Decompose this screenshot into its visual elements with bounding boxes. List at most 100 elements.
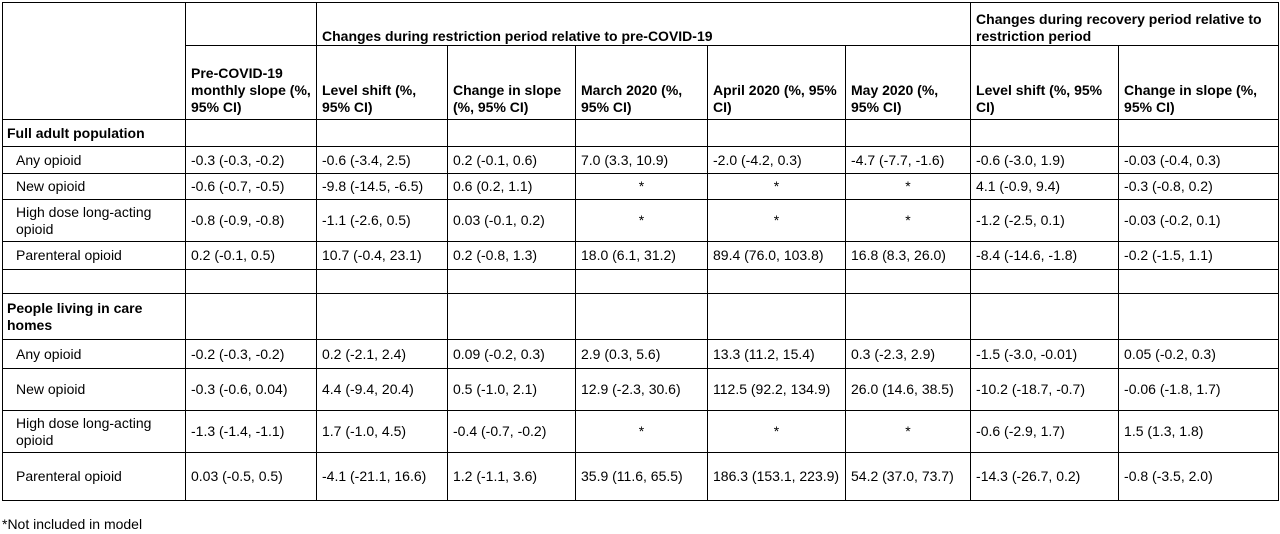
- table-cell: -8.4 (-14.6, -1.8): [970, 241, 1120, 270]
- table-row: High dose long-acting opioid -0.8 (-0.9, …: [2, 199, 1280, 242]
- table-cell: 1.5 (1.3, 1.8): [1118, 410, 1280, 453]
- section-row: People living in care homes: [2, 293, 1280, 340]
- results-table: Changes during restriction period relati…: [2, 2, 1280, 501]
- col-header: Level shift (%, 95% CI): [970, 45, 1120, 120]
- table-cell: -14.3 (-26.7, 0.2): [970, 452, 1120, 501]
- table-cell: 1.2 (-1.1, 3.6): [447, 452, 576, 501]
- col-header: Pre-COVID-19 monthly slope (%, 95% CI): [185, 45, 317, 120]
- table-cell: -0.6 (-2.9, 1.7): [970, 410, 1120, 453]
- table-cell: 0.09 (-0.2, 0.3): [447, 339, 576, 369]
- section-row: Full adult population: [2, 119, 1280, 147]
- section-title: Full adult population: [2, 119, 186, 147]
- section-title: People living in care homes: [2, 293, 186, 340]
- table-cell: 0.2 (-2.1, 2.4): [316, 339, 448, 369]
- table-cell: -0.6 (-3.4, 2.5): [316, 146, 448, 174]
- table-cell: *: [707, 199, 846, 242]
- table-cell: -4.7 (-7.7, -1.6): [844, 146, 972, 174]
- table-cell: -0.4 (-0.7, -0.2): [447, 410, 576, 453]
- table-cell: 7.0 (3.3, 10.9): [575, 146, 708, 174]
- table-cell: *: [844, 410, 972, 453]
- table-cell: -0.8 (-0.9, -0.8): [185, 199, 317, 242]
- table-cell: -1.1 (-2.6, 0.5): [316, 199, 448, 242]
- col-header: April 2020 (%, 95% CI): [707, 45, 846, 120]
- table-cell: *: [575, 199, 708, 242]
- row-label: Any opioid: [2, 339, 186, 369]
- header-group-restriction: Changes during restriction period relati…: [315, 2, 972, 46]
- footnote: *Not included in model: [2, 516, 143, 532]
- table-row: New opioid -0.6 (-0.7, -0.5) -9.8 (-14.5, …: [2, 173, 1280, 200]
- table-cell: 18.0 (6.1, 31.2): [575, 241, 708, 270]
- table-cell: -1.5 (-3.0, -0.01): [970, 339, 1120, 369]
- table-cell: 16.8 (8.3, 26.0): [844, 241, 972, 270]
- table-cell: *: [707, 173, 846, 200]
- table-row: High dose long-acting opioid -1.3 (-1.4, …: [2, 410, 1280, 453]
- table-cell: -0.2 (-0.3, -0.2): [185, 339, 317, 369]
- table-cell: 12.9 (-2.3, 30.6): [575, 368, 708, 411]
- table-row: Parenteral opioid 0.03 (-0.5, 0.5) -4.1 (-…: [2, 452, 1280, 501]
- table-cell: 0.2 (-0.1, 0.5): [185, 241, 317, 270]
- table-cell: 1.7 (-1.0, 4.5): [316, 410, 448, 453]
- table-cell: 4.4 (-9.4, 20.4): [316, 368, 448, 411]
- table-cell: -0.6 (-3.0, 1.9): [970, 146, 1120, 174]
- table-row: New opioid -0.3 (-0.6, 0.04) 4.4 (-9.4, 20…: [2, 368, 1280, 411]
- table-cell: 2.9 (0.3, 5.6): [575, 339, 708, 369]
- table-cell: -0.03 (-0.4, 0.3): [1118, 146, 1280, 174]
- table-cell: *: [575, 173, 708, 200]
- row-label: High dose long-acting opioid: [2, 199, 186, 242]
- col-header: Change in slope (%, 95% CI): [447, 45, 576, 120]
- table-cell: 0.03 (-0.5, 0.5): [185, 452, 317, 501]
- table-cell: -1.2 (-2.5, 0.1): [970, 199, 1120, 242]
- row-label: High dose long-acting opioid: [2, 410, 186, 453]
- table-cell: 13.3 (11.2, 15.4): [707, 339, 846, 369]
- header-row-group: Changes during restriction period relati…: [2, 2, 1280, 120]
- table-row: Parenteral opioid 0.2 (-0.1, 0.5) 10.7 (-0…: [2, 241, 1280, 270]
- table-cell: 4.1 (-0.9, 9.4): [970, 173, 1120, 200]
- table-cell: 112.5 (92.2, 134.9): [707, 368, 846, 411]
- header-blank: [2, 2, 186, 120]
- row-label: Any opioid: [2, 146, 186, 174]
- table-cell: 186.3 (153.1, 223.9): [707, 452, 846, 501]
- table-cell: -0.06 (-1.8, 1.7): [1118, 368, 1280, 411]
- spacer-row: [2, 269, 1280, 294]
- header-group-recovery: Changes during recovery period relative …: [970, 2, 1280, 46]
- table-cell: 0.5 (-1.0, 2.1): [447, 368, 576, 411]
- table-cell: -2.0 (-4.2, 0.3): [707, 146, 846, 174]
- table-cell: 0.05 (-0.2, 0.3): [1118, 339, 1280, 369]
- table-cell: *: [844, 199, 972, 242]
- col-header: Level shift (%, 95% CI): [316, 45, 448, 120]
- col-header: March 2020 (%, 95% CI): [575, 45, 708, 120]
- table-cell: 89.4 (76.0, 103.8): [707, 241, 846, 270]
- table-cell: 54.2 (37.0, 73.7): [844, 452, 972, 501]
- row-label: New opioid: [2, 173, 186, 200]
- table-cell: -4.1 (-21.1, 16.6): [316, 452, 448, 501]
- table-cell: *: [575, 410, 708, 453]
- table-cell: -0.6 (-0.7, -0.5): [185, 173, 317, 200]
- header-blank-pre: [185, 2, 317, 46]
- table-cell: *: [707, 410, 846, 453]
- col-header: May 2020 (%, 95% CI): [844, 45, 972, 120]
- table-cell: 26.0 (14.6, 38.5): [844, 368, 972, 411]
- table-row: Any opioid -0.3 (-0.3, -0.2) -0.6 (-3.4, 2…: [2, 146, 1280, 174]
- table-cell: *: [844, 173, 972, 200]
- table-cell: -0.8 (-3.5, 2.0): [1118, 452, 1280, 501]
- col-header: Change in slope (%, 95% CI): [1118, 45, 1280, 120]
- table-cell: 35.9 (11.6, 65.5): [575, 452, 708, 501]
- table-cell: -0.03 (-0.2, 0.1): [1118, 199, 1280, 242]
- table-cell: -10.2 (-18.7, -0.7): [970, 368, 1120, 411]
- table-cell: -9.8 (-14.5, -6.5): [316, 173, 448, 200]
- table-cell: 0.3 (-2.3, 2.9): [844, 339, 972, 369]
- table-cell: 0.03 (-0.1, 0.2): [447, 199, 576, 242]
- table-cell: -0.3 (-0.6, 0.04): [185, 368, 317, 411]
- table-row: Any opioid -0.2 (-0.3, -0.2) 0.2 (-2.1, 2.…: [2, 339, 1280, 369]
- table-cell: -1.3 (-1.4, -1.1): [185, 410, 317, 453]
- table-cell: -0.2 (-1.5, 1.1): [1118, 241, 1280, 270]
- table-cell: -0.3 (-0.8, 0.2): [1118, 173, 1280, 200]
- table-cell: -0.3 (-0.3, -0.2): [185, 146, 317, 174]
- row-label: New opioid: [2, 368, 186, 411]
- table-cell: 0.2 (-0.1, 0.6): [447, 146, 576, 174]
- table-cell: 0.6 (0.2, 1.1): [447, 173, 576, 200]
- table-cell: 10.7 (-0.4, 23.1): [316, 241, 448, 270]
- row-label: Parenteral opioid: [2, 452, 186, 501]
- table-cell: 0.2 (-0.8, 1.3): [447, 241, 576, 270]
- header-row-columns: Pre-COVID-19 monthly slope (%, 95% CI) L…: [3, 45, 1280, 120]
